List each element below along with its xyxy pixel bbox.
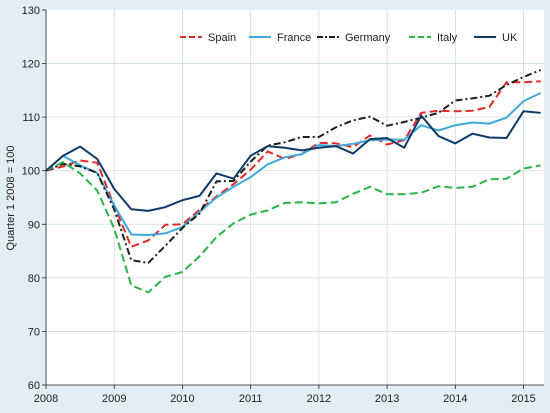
- legend-label-germany: Germany: [345, 32, 391, 44]
- y-axis-label: Quarter 1 2008 = 100: [5, 146, 17, 251]
- x-tick-label: 2013: [375, 393, 399, 405]
- x-tick-label: 2015: [511, 393, 535, 405]
- legend: Spain France Germany Italy UK: [180, 32, 518, 44]
- x-tick-label: 2008: [34, 393, 58, 405]
- x-tick-label: 2009: [102, 393, 126, 405]
- y-tick-label: 60: [28, 380, 40, 392]
- series-line-france: [45, 92, 542, 236]
- y-tick-label: 100: [22, 166, 40, 178]
- legend-label-france: France: [277, 32, 311, 44]
- x-tick-label: 2012: [307, 393, 331, 405]
- series-line-uk: [45, 110, 541, 212]
- x-tick-labels: 2008 2009 2010 2011 2012 2013 2014 2015: [34, 385, 536, 405]
- axes: [45, 10, 544, 386]
- legend-label-uk: UK: [502, 32, 518, 44]
- series-lines: [45, 69, 542, 294]
- plot-area: [46, 10, 544, 385]
- y-tick-label: 90: [28, 219, 40, 231]
- series-line-italy: [45, 161, 541, 294]
- y-tick-label: 130: [22, 5, 40, 17]
- x-tick-label: 2014: [443, 393, 467, 405]
- legend-label-italy: Italy: [437, 32, 458, 44]
- y-tick-label: 70: [28, 326, 40, 338]
- series-line-germany: [45, 69, 541, 264]
- x-tick-label: 2010: [170, 393, 194, 405]
- y-tick-label: 110: [22, 112, 40, 124]
- x-tick-label: 2011: [239, 393, 263, 405]
- y-tick-label: 80: [28, 273, 40, 285]
- y-tick-label: 120: [22, 59, 40, 71]
- grid: [46, 10, 544, 385]
- y-tick-labels: 60 70 80 90 100 110 120 130: [22, 5, 46, 392]
- legend-label-spain: Spain: [208, 32, 236, 44]
